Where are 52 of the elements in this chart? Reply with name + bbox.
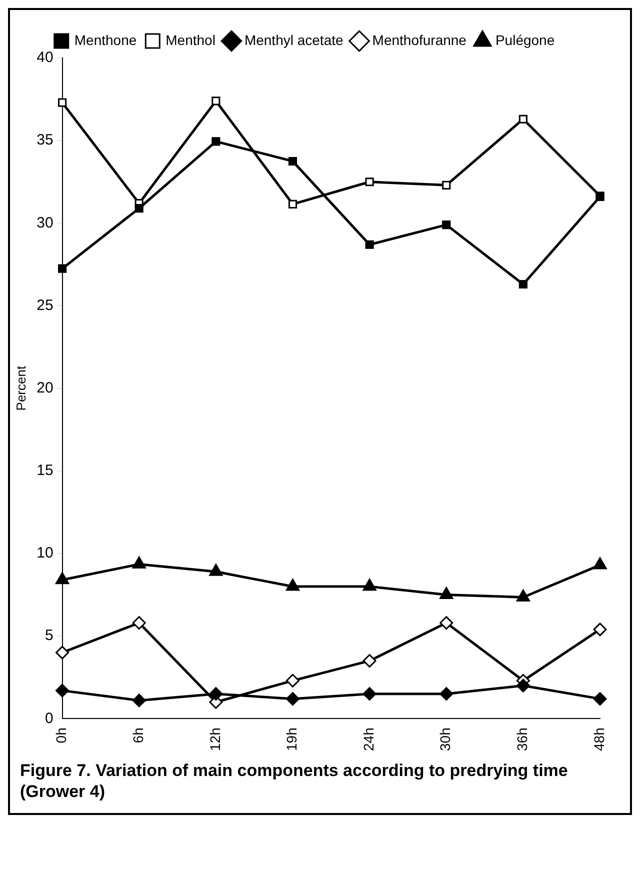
y-tick-label: 15 [36, 462, 54, 480]
point [362, 687, 376, 701]
point [362, 654, 376, 668]
y-tick-label: 40 [36, 49, 54, 66]
point [442, 220, 451, 230]
point [288, 200, 298, 208]
point [132, 616, 146, 630]
y-tick-label: 25 [36, 296, 54, 314]
point [209, 687, 223, 701]
x-tick-label: 24h [360, 728, 376, 751]
point [518, 114, 528, 124]
x-tick-label: 30h [437, 728, 454, 751]
point [440, 587, 454, 600]
y-tick-label: 30 [36, 214, 54, 232]
point [593, 692, 607, 706]
point [516, 678, 530, 692]
x-tick-label: 0h [53, 728, 70, 744]
point [288, 156, 298, 166]
point [286, 692, 300, 706]
point [56, 646, 70, 660]
text: Figure 7. Variation of main components according to predrying time (Grower 4) [19, 760, 569, 802]
point [286, 674, 300, 688]
x-tick-label: 36h [514, 728, 530, 751]
point [212, 96, 220, 106]
point [442, 180, 451, 190]
point [365, 240, 374, 249]
legend-label: Menthyl acetate [244, 32, 344, 48]
point [593, 622, 607, 636]
legend-label: Menthone [74, 32, 137, 48]
point [440, 687, 454, 701]
x-tick-label: 6h [130, 728, 146, 744]
y-tick-label: 35 [36, 132, 54, 149]
y-axis-title: Percent [13, 366, 28, 411]
x-tick-label: 12h [206, 728, 223, 751]
point [58, 98, 67, 107]
point [58, 264, 67, 273]
legend-label: Menthol [166, 32, 216, 48]
x-tick-label: 48h [590, 728, 607, 751]
point [56, 684, 70, 698]
point [518, 280, 528, 289]
y-tick-label: 0 [44, 710, 54, 727]
y-tick-label: 20 [36, 379, 54, 396]
point [132, 694, 146, 708]
x-tick-label: 19h [284, 728, 300, 751]
point [365, 178, 374, 186]
point [134, 204, 144, 213]
y-tick-label: 5 [44, 627, 54, 644]
legend-label: Pulégone [495, 32, 555, 48]
y-tick-label: 10 [36, 544, 54, 562]
point [440, 616, 454, 630]
point [212, 137, 220, 146]
legend-label: Menthofuranne [372, 32, 467, 48]
